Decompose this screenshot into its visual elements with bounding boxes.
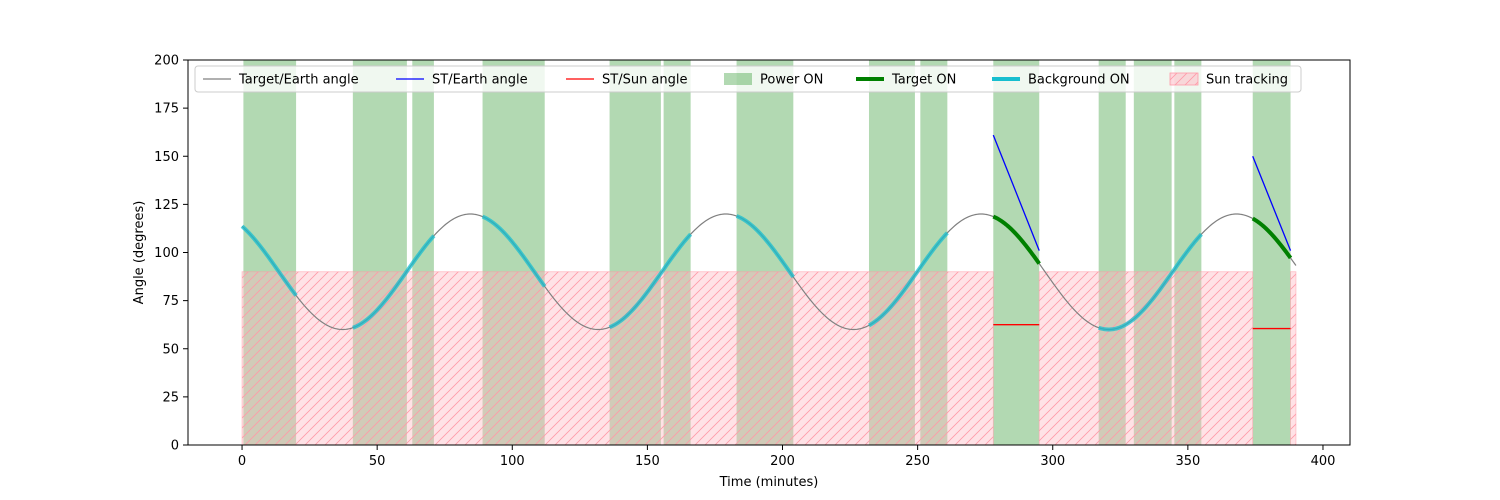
- legend-label: Target/Earth angle: [238, 73, 359, 88]
- x-tick-label: 0: [238, 454, 246, 469]
- y-tick-label: 25: [162, 390, 179, 405]
- target-on-segment: [1251, 216, 1293, 260]
- legend-label: Sun tracking: [1206, 73, 1288, 88]
- x-tick-label: 200: [770, 454, 795, 469]
- legend-label: ST/Sun angle: [602, 73, 688, 88]
- legend-swatch-hatch-pattern: [1170, 73, 1198, 85]
- background-on-segment: [481, 214, 547, 288]
- y-tick-label: 175: [154, 102, 179, 117]
- legend: Target/Earth angle ST/Earth angle ST/Sun a…: [194, 65, 1302, 93]
- background-on-segment: [352, 234, 436, 330]
- sun-tracking-hatch: [241, 271, 994, 446]
- axis-ticks: 0 50 100 150 200 250 300 350 400 0 25 50 75 100 125 150…: [154, 54, 1335, 470]
- x-tick-label: 400: [1311, 454, 1336, 469]
- y-tick-label: 200: [154, 54, 179, 69]
- y-tick-label: 0: [171, 439, 179, 454]
- y-axis-label: Angle (degrees): [132, 201, 147, 305]
- legend-label: Target ON: [891, 73, 956, 88]
- y-tick-label: 100: [154, 246, 179, 261]
- x-tick-label: 150: [635, 454, 660, 469]
- background-on-segment: [868, 231, 949, 328]
- background-on-segment: [735, 214, 795, 279]
- st-earth-line: [1252, 156, 1292, 251]
- legend-swatch-patch: [724, 73, 752, 85]
- target-on-segment: [992, 214, 1041, 265]
- sun-tracking-layer: [241, 271, 1297, 446]
- legend-label: Power ON: [760, 73, 823, 88]
- background-on-segment: [240, 224, 298, 297]
- background-on-segment: [608, 232, 693, 330]
- legend-label: ST/Earth angle: [432, 73, 528, 88]
- legend-box: [194, 65, 1302, 93]
- x-tick-label: 350: [1175, 454, 1200, 469]
- st-earth-line: [992, 134, 1040, 251]
- y-tick-label: 75: [162, 294, 179, 309]
- x-tick-label: 50: [369, 454, 386, 469]
- sun-tracking-hatch: [1290, 271, 1297, 446]
- x-tick-label: 100: [500, 454, 525, 469]
- background-on-segment: [1098, 232, 1203, 332]
- x-tick-label: 250: [905, 454, 930, 469]
- y-tick-label: 125: [154, 198, 179, 213]
- x-tick-label: 300: [1040, 454, 1065, 469]
- x-axis-label: Time (minutes): [719, 475, 819, 490]
- sun-tracking-hatch: [1038, 271, 1254, 446]
- y-tick-label: 150: [154, 150, 179, 165]
- series-layer: [240, 134, 1297, 332]
- y-tick-label: 50: [162, 342, 179, 357]
- legend-label: Background ON: [1028, 73, 1130, 88]
